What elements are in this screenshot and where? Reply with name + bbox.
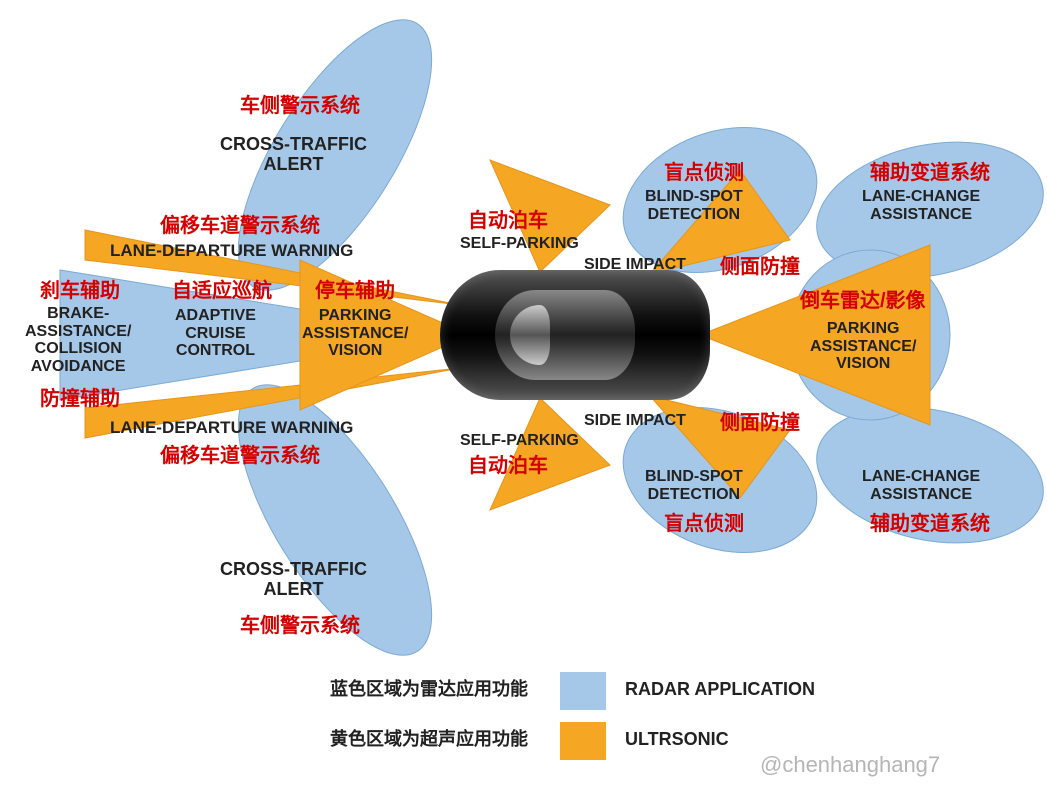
sensor-diagram-canvas: 车侧警示系统CROSS-TRAFFIC ALERTCROSS-TRAFFIC A… <box>0 0 1047 800</box>
zone-selfpark-bot <box>490 398 610 510</box>
car-icon <box>440 270 710 400</box>
zones-layer <box>0 0 1047 800</box>
watermark: @chenhanghang7 <box>760 752 940 778</box>
legend-ultrasonic-swatch <box>560 722 606 760</box>
zone-rear-park <box>700 245 930 425</box>
legend-radar-swatch <box>560 672 606 710</box>
zone-selfpark-top <box>490 160 610 272</box>
zone-blind-ll <box>603 382 837 578</box>
